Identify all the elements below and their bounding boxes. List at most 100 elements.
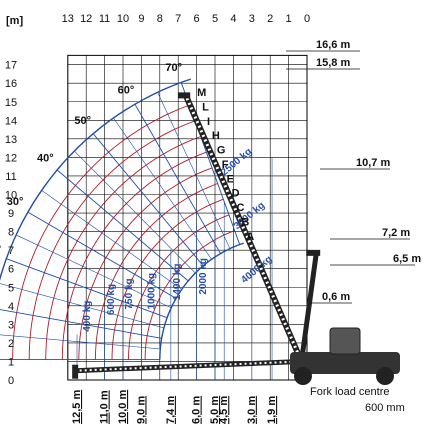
- load-label: 600 kg: [106, 284, 117, 315]
- y-tick-label: 15: [5, 97, 17, 109]
- chart-frame: [67, 54, 308, 381]
- envelope-inner: [159, 242, 244, 360]
- dimension-label: 16,6 m: [316, 39, 350, 51]
- dimension-label: 15,8 m: [316, 57, 350, 69]
- chassis: [290, 352, 400, 374]
- reach-label: 4,5 m: [218, 396, 230, 424]
- angle-ray: [56, 169, 189, 282]
- y-tick-label: 13: [5, 134, 17, 146]
- load-label: 1000 kg: [146, 273, 157, 310]
- extension-letter: L: [202, 101, 209, 113]
- y-tick-label: 4: [8, 301, 14, 313]
- y-tick-label: 16: [5, 78, 17, 90]
- x-tick-label: 3: [249, 13, 255, 25]
- x-tick-label: 2: [267, 13, 273, 25]
- reach-label: 6,0 m: [191, 396, 203, 424]
- x-tick-label: 4: [230, 13, 236, 25]
- angle-ray-minor: [0, 334, 161, 350]
- load-label: 2000 kg: [198, 258, 209, 295]
- angle-label: 50°: [74, 115, 91, 127]
- extension-letter: F: [222, 159, 229, 171]
- unit-label: [m]: [6, 15, 23, 27]
- angle-label: 70°: [165, 62, 182, 74]
- reach-label: 10,0 m: [117, 390, 129, 424]
- y-tick-label: 8: [8, 227, 14, 239]
- y-tick-label: 10: [5, 190, 17, 202]
- angle-label: 20°: [0, 244, 1, 256]
- x-tick-label: 11: [99, 13, 110, 25]
- wheel-front: [294, 367, 312, 385]
- load-zone-arcs: [12, 104, 235, 360]
- boom-extended-pattern: [184, 95, 303, 363]
- angle-ray: [0, 309, 162, 339]
- angle-label: 30°: [7, 196, 24, 208]
- wheel-rear: [376, 367, 394, 385]
- extension-letter: D: [232, 188, 240, 200]
- cab: [329, 327, 361, 355]
- boom-horizontal: [75, 358, 302, 374]
- load-label: 750 kg: [124, 278, 135, 309]
- load-label: 400 kg: [82, 301, 93, 332]
- footnote-line2: 600 mm: [365, 402, 405, 414]
- working-envelope: [0, 78, 244, 360]
- dimension-label: 6,5 m: [393, 253, 421, 265]
- reach-label: 11,0 m: [99, 390, 111, 424]
- reach-label: 5,0 m: [209, 396, 221, 424]
- reach-label: 9,0 m: [135, 396, 147, 424]
- angle-ray: [92, 133, 204, 267]
- angle-ray: [6, 258, 168, 319]
- y-tick-label: 2: [8, 338, 14, 350]
- y-tick-label: 7: [8, 245, 14, 257]
- envelope-outer: [0, 78, 192, 282]
- extension-letter: M: [197, 87, 206, 99]
- telehandler-illustration: [72, 92, 400, 385]
- extension-letter: A: [246, 231, 254, 243]
- y-tick-label: 5: [8, 282, 14, 294]
- footnote-line1: Fork load centre: [310, 386, 389, 398]
- x-tick-label: 5: [212, 13, 218, 25]
- load-label: 1400 kg: [172, 264, 183, 301]
- angle-ray-minor: [0, 283, 165, 329]
- dimension-labels: 16,6 m 15,8 m 10,7 m 7,2 m 6,5 m 0,6 m: [286, 39, 421, 304]
- extension-letter: B: [241, 216, 249, 228]
- y-tick-label: 6: [8, 264, 14, 276]
- x-tick-label: 12: [80, 13, 92, 25]
- boom-angle-rays: [0, 82, 273, 380]
- y-tick-label: 17: [5, 60, 17, 72]
- y-tick-label: 14: [5, 115, 17, 127]
- x-tick-label: 13: [62, 13, 74, 25]
- angle-ray-minor: [157, 92, 231, 249]
- x-tick-label: 0: [304, 13, 310, 25]
- dimension-label: 10,7 m: [356, 157, 390, 169]
- angle-ray-minor: [113, 117, 212, 260]
- angle-label: 40°: [37, 152, 54, 164]
- forks-top: [178, 92, 191, 99]
- y-tick-label: 12: [5, 152, 17, 164]
- y-tick-label: 9: [8, 208, 14, 220]
- extension-letter: C: [236, 202, 244, 214]
- boom-retracted: [299, 253, 319, 362]
- extension-letter: G: [217, 145, 226, 157]
- extension-letter: H: [212, 130, 220, 142]
- dimension-label: 0,6 m: [322, 291, 350, 303]
- angle-ray-minor: [41, 190, 182, 290]
- reach-label: 7,4 m: [165, 396, 177, 424]
- x-tick-label: 9: [138, 13, 144, 25]
- x-tick-label: 7: [175, 13, 181, 25]
- angle-ray-minor: [15, 234, 172, 309]
- reach-label: 3,0 m: [246, 396, 258, 424]
- x-tick-label: 6: [194, 13, 200, 25]
- extension-letter: E: [227, 173, 234, 185]
- y-tick-label: 3: [8, 319, 14, 331]
- angle-ray: [27, 211, 177, 299]
- dimension-label: 7,2 m: [382, 227, 410, 239]
- y-tick-label: 0: [8, 375, 14, 387]
- forks-mid: [306, 249, 321, 256]
- y-tick-label: 11: [5, 171, 16, 183]
- angle-ray-minor: [74, 150, 196, 274]
- x-tick-label: 1: [286, 13, 292, 25]
- angle-ray: [134, 103, 221, 254]
- angle-label: 60°: [118, 84, 135, 96]
- footnote: Fork load centre 600 mm: [310, 386, 405, 414]
